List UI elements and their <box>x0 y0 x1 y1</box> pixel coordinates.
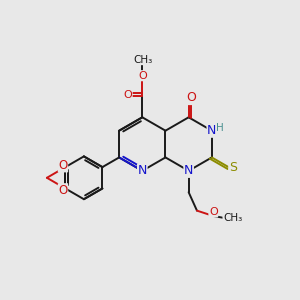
Text: O: O <box>123 90 132 100</box>
Text: H: H <box>216 123 224 133</box>
Text: N: N <box>138 164 147 177</box>
Text: S: S <box>229 161 237 174</box>
Text: O: O <box>58 184 68 197</box>
Text: O: O <box>58 159 68 172</box>
Text: N: N <box>184 164 193 177</box>
Text: N: N <box>207 124 217 137</box>
Text: O: O <box>138 71 147 81</box>
Text: O: O <box>186 92 196 104</box>
Text: CH₃: CH₃ <box>133 55 152 64</box>
Text: CH₃: CH₃ <box>223 213 242 223</box>
Text: O: O <box>209 207 218 217</box>
